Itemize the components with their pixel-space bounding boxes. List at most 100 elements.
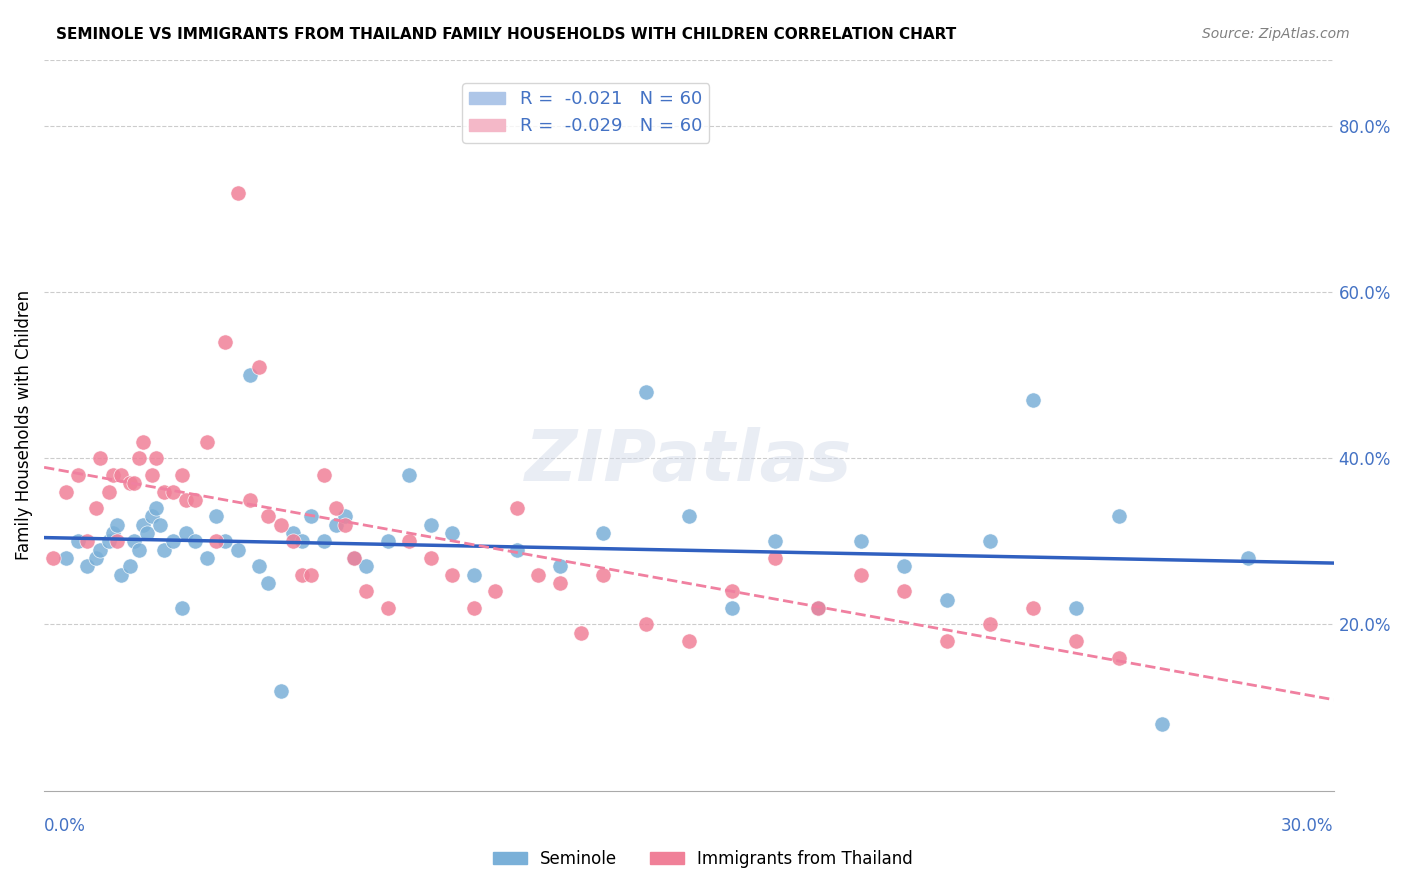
Y-axis label: Family Households with Children: Family Households with Children xyxy=(15,290,32,560)
Point xyxy=(441,567,464,582)
Point xyxy=(1236,551,1258,566)
Point xyxy=(205,509,228,524)
Point xyxy=(214,334,236,349)
Text: 30.0%: 30.0% xyxy=(1281,817,1334,835)
Point xyxy=(101,467,124,482)
Point xyxy=(893,559,915,574)
Point xyxy=(935,634,957,648)
Point xyxy=(76,534,98,549)
Point xyxy=(239,368,262,383)
Point xyxy=(101,526,124,541)
Point xyxy=(356,559,378,574)
Point xyxy=(153,542,176,557)
Point xyxy=(1064,600,1087,615)
Point xyxy=(214,534,236,549)
Point xyxy=(721,584,744,599)
Point xyxy=(270,684,292,698)
Point xyxy=(299,509,322,524)
Point xyxy=(110,567,132,582)
Point xyxy=(548,576,571,591)
Point xyxy=(120,559,142,574)
Point xyxy=(291,567,314,582)
Point xyxy=(506,501,529,516)
Point xyxy=(84,501,107,516)
Point xyxy=(97,484,120,499)
Point xyxy=(162,534,184,549)
Point xyxy=(256,576,278,591)
Point xyxy=(124,534,146,549)
Point xyxy=(398,467,420,482)
Point xyxy=(893,584,915,599)
Point xyxy=(41,551,63,566)
Point xyxy=(141,509,163,524)
Point xyxy=(377,600,399,615)
Point xyxy=(548,559,571,574)
Point xyxy=(136,526,159,541)
Point xyxy=(1108,650,1130,665)
Point xyxy=(205,534,228,549)
Point xyxy=(97,534,120,549)
Point xyxy=(105,534,128,549)
Text: 0.0%: 0.0% xyxy=(44,817,86,835)
Point xyxy=(239,492,262,507)
Point xyxy=(105,517,128,532)
Point xyxy=(1064,634,1087,648)
Point xyxy=(283,534,305,549)
Point xyxy=(226,186,249,200)
Point xyxy=(128,542,150,557)
Legend: Seminole, Immigrants from Thailand: Seminole, Immigrants from Thailand xyxy=(486,844,920,875)
Point xyxy=(1150,717,1173,731)
Point xyxy=(197,551,219,566)
Point xyxy=(763,534,786,549)
Point xyxy=(807,600,830,615)
Point xyxy=(170,467,193,482)
Point xyxy=(935,592,957,607)
Point xyxy=(141,467,163,482)
Point xyxy=(67,467,90,482)
Point xyxy=(527,567,550,582)
Point xyxy=(849,534,872,549)
Point xyxy=(149,517,172,532)
Text: Source: ZipAtlas.com: Source: ZipAtlas.com xyxy=(1202,27,1350,41)
Legend: R =  -0.021   N = 60, R =  -0.029   N = 60: R = -0.021 N = 60, R = -0.029 N = 60 xyxy=(463,83,710,143)
Point xyxy=(174,492,197,507)
Point xyxy=(247,359,270,374)
Point xyxy=(678,634,700,648)
Point xyxy=(463,600,485,615)
Point xyxy=(634,617,657,632)
Point xyxy=(226,542,249,557)
Point xyxy=(678,509,700,524)
Point xyxy=(420,517,443,532)
Point xyxy=(55,551,77,566)
Point xyxy=(120,476,142,491)
Point xyxy=(356,584,378,599)
Point xyxy=(270,517,292,532)
Point xyxy=(571,625,593,640)
Point xyxy=(55,484,77,499)
Point xyxy=(174,526,197,541)
Point xyxy=(398,534,420,549)
Point xyxy=(132,517,155,532)
Point xyxy=(634,384,657,399)
Point xyxy=(312,534,335,549)
Point xyxy=(506,542,529,557)
Point xyxy=(342,551,364,566)
Point xyxy=(291,534,314,549)
Point xyxy=(128,451,150,466)
Point xyxy=(299,567,322,582)
Point xyxy=(1022,600,1045,615)
Point xyxy=(183,534,205,549)
Point xyxy=(89,542,111,557)
Point xyxy=(162,484,184,499)
Point xyxy=(247,559,270,574)
Point xyxy=(145,451,167,466)
Point xyxy=(84,551,107,566)
Point xyxy=(110,467,132,482)
Point xyxy=(197,434,219,449)
Point xyxy=(721,600,744,615)
Point xyxy=(170,600,193,615)
Point xyxy=(377,534,399,549)
Text: SEMINOLE VS IMMIGRANTS FROM THAILAND FAMILY HOUSEHOLDS WITH CHILDREN CORRELATION: SEMINOLE VS IMMIGRANTS FROM THAILAND FAM… xyxy=(56,27,956,42)
Point xyxy=(312,467,335,482)
Point xyxy=(763,551,786,566)
